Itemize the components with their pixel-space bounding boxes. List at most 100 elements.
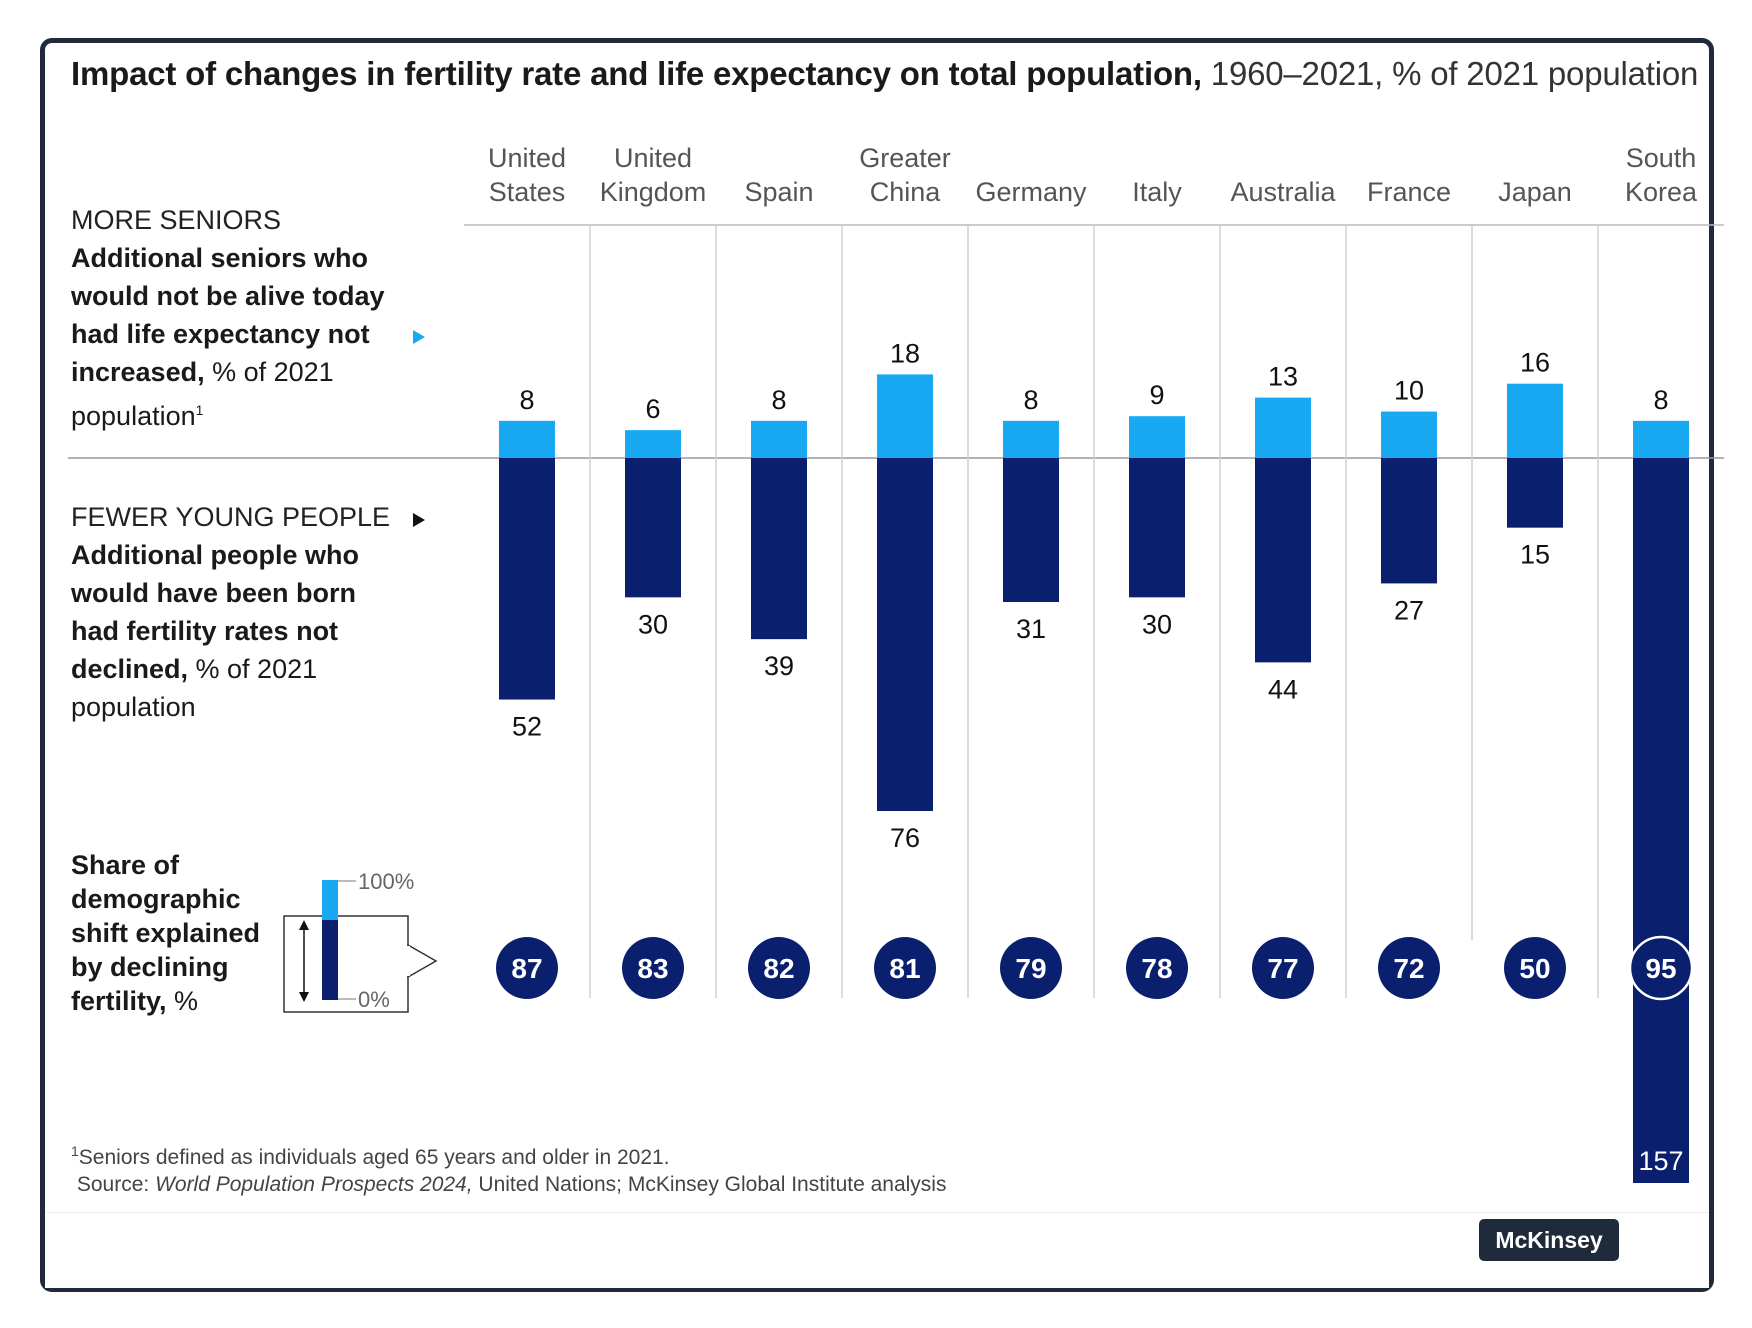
category-label: China [870, 177, 942, 207]
share-legend: 100% 0% [283, 869, 438, 1013]
chart-title: Impact of changes in fertility rate and … [71, 55, 1698, 93]
young-value-label: 30 [638, 609, 668, 639]
share-label: Share of demographic shift explained by … [71, 850, 261, 1016]
category-label: Korea [1625, 177, 1698, 207]
seniors-bar [877, 374, 933, 458]
share-circle [1000, 937, 1062, 999]
young-bar [1129, 458, 1185, 598]
category-label: France [1367, 177, 1451, 207]
young-value-label: 30 [1142, 609, 1172, 639]
young-value-label: 157 [1638, 1146, 1683, 1176]
seniors-caption: MORE SENIORS [71, 205, 282, 235]
young-arrow-icon [413, 513, 425, 527]
legend-0: 0% [358, 987, 390, 1012]
seniors-value-label: 9 [1149, 380, 1164, 410]
legend-pointer [407, 943, 438, 979]
share-circle [622, 937, 684, 999]
young-value-label: 52 [512, 712, 542, 742]
share-value: 78 [1141, 953, 1172, 984]
seniors-bar [1507, 383, 1563, 458]
young-bar [1003, 458, 1059, 602]
source-line: Source: World Population Prospects 2024,… [76, 1173, 947, 1196]
share-circle [1628, 935, 1694, 1001]
footnote: 1Seniors defined as individuals aged 65 … [71, 1138, 946, 1198]
young-bar [1255, 458, 1311, 663]
young-bar [625, 458, 681, 598]
share-value: 83 [637, 953, 668, 984]
category-label: States [489, 177, 566, 207]
title-bold: Impact of changes in fertility rate and … [71, 55, 1202, 92]
seniors-value-label: 8 [519, 385, 534, 415]
young-value-label: 27 [1394, 595, 1424, 625]
young-value-label: 15 [1520, 540, 1550, 570]
legend-pointer-mask [407, 946, 410, 976]
seniors-value-label: 13 [1268, 362, 1298, 392]
category-label: Australia [1230, 177, 1336, 207]
share-circle [748, 937, 810, 999]
young-bar [1633, 458, 1689, 1183]
young-value-label: 76 [890, 823, 920, 853]
category-label: Spain [744, 177, 813, 207]
seniors-value-label: 16 [1520, 348, 1550, 378]
share-circle [874, 937, 936, 999]
category-label: Greater [859, 143, 951, 173]
seniors-value-label: 8 [1023, 385, 1038, 415]
share-circle [1252, 937, 1314, 999]
legend-seniors-swatch [322, 880, 338, 920]
seniors-value-label: 18 [890, 338, 920, 368]
seniors-bar [499, 420, 555, 458]
seniors-bar [1381, 411, 1437, 458]
title-light: 1960–2021, % of 2021 population [1201, 55, 1699, 92]
seniors-bar [1129, 416, 1185, 458]
share-value: 87 [511, 953, 542, 984]
seniors-label: MORE SENIORS Additional seniors who woul… [71, 201, 411, 435]
legend-100: 100% [358, 869, 414, 894]
share-value: 50 [1519, 953, 1550, 984]
category-label: South [1626, 143, 1697, 173]
share-value: 77 [1267, 953, 1298, 984]
seniors-bar [751, 420, 807, 458]
category-label: Italy [1132, 177, 1182, 207]
share-circle [1378, 937, 1440, 999]
share-value: 72 [1393, 953, 1424, 984]
share-circle [1504, 937, 1566, 999]
seniors-bar [1633, 420, 1689, 458]
share-circle [496, 937, 558, 999]
share-value: 95 [1645, 953, 1676, 984]
young-caption: FEWER YOUNG PEOPLE [71, 502, 391, 532]
young-bar [877, 458, 933, 812]
seniors-bar [1003, 420, 1059, 458]
seniors-value-label: 6 [645, 394, 660, 424]
mckinsey-logo: McKinsey [1479, 1219, 1619, 1261]
young-description: Additional people who would have been bo… [71, 540, 359, 722]
seniors-bar [625, 430, 681, 458]
young-bar [1507, 458, 1563, 528]
category-label: United [614, 143, 692, 173]
seniors-value-label: 10 [1394, 376, 1424, 406]
young-bar [751, 458, 807, 640]
footnote-line: 1Seniors defined as individuals aged 65 … [71, 1143, 670, 1169]
young-bar [499, 458, 555, 700]
young-label: FEWER YOUNG PEOPLE Additional people who… [71, 498, 411, 726]
seniors-description: Additional seniors who would not be aliv… [71, 243, 385, 431]
category-label: Japan [1498, 177, 1572, 207]
young-value-label: 44 [1268, 674, 1298, 704]
young-bar [1381, 458, 1437, 584]
bottom-band [45, 1212, 1709, 1288]
legend-arrow-up [299, 920, 309, 930]
young-value-label: 39 [764, 651, 794, 681]
young-value-label: 31 [1016, 614, 1046, 644]
share-value: 79 [1015, 953, 1046, 984]
category-label: Kingdom [600, 177, 707, 207]
seniors-value-label: 8 [1653, 385, 1668, 415]
share-value: 81 [889, 953, 920, 984]
seniors-value-label: 8 [771, 385, 786, 415]
seniors-bar [1255, 397, 1311, 458]
category-label: Germany [975, 177, 1087, 207]
category-label: United [488, 143, 566, 173]
share-circle [1126, 937, 1188, 999]
seniors-arrow-icon [413, 330, 425, 344]
legend-young-swatch [322, 920, 338, 1000]
share-value: 82 [763, 953, 794, 984]
